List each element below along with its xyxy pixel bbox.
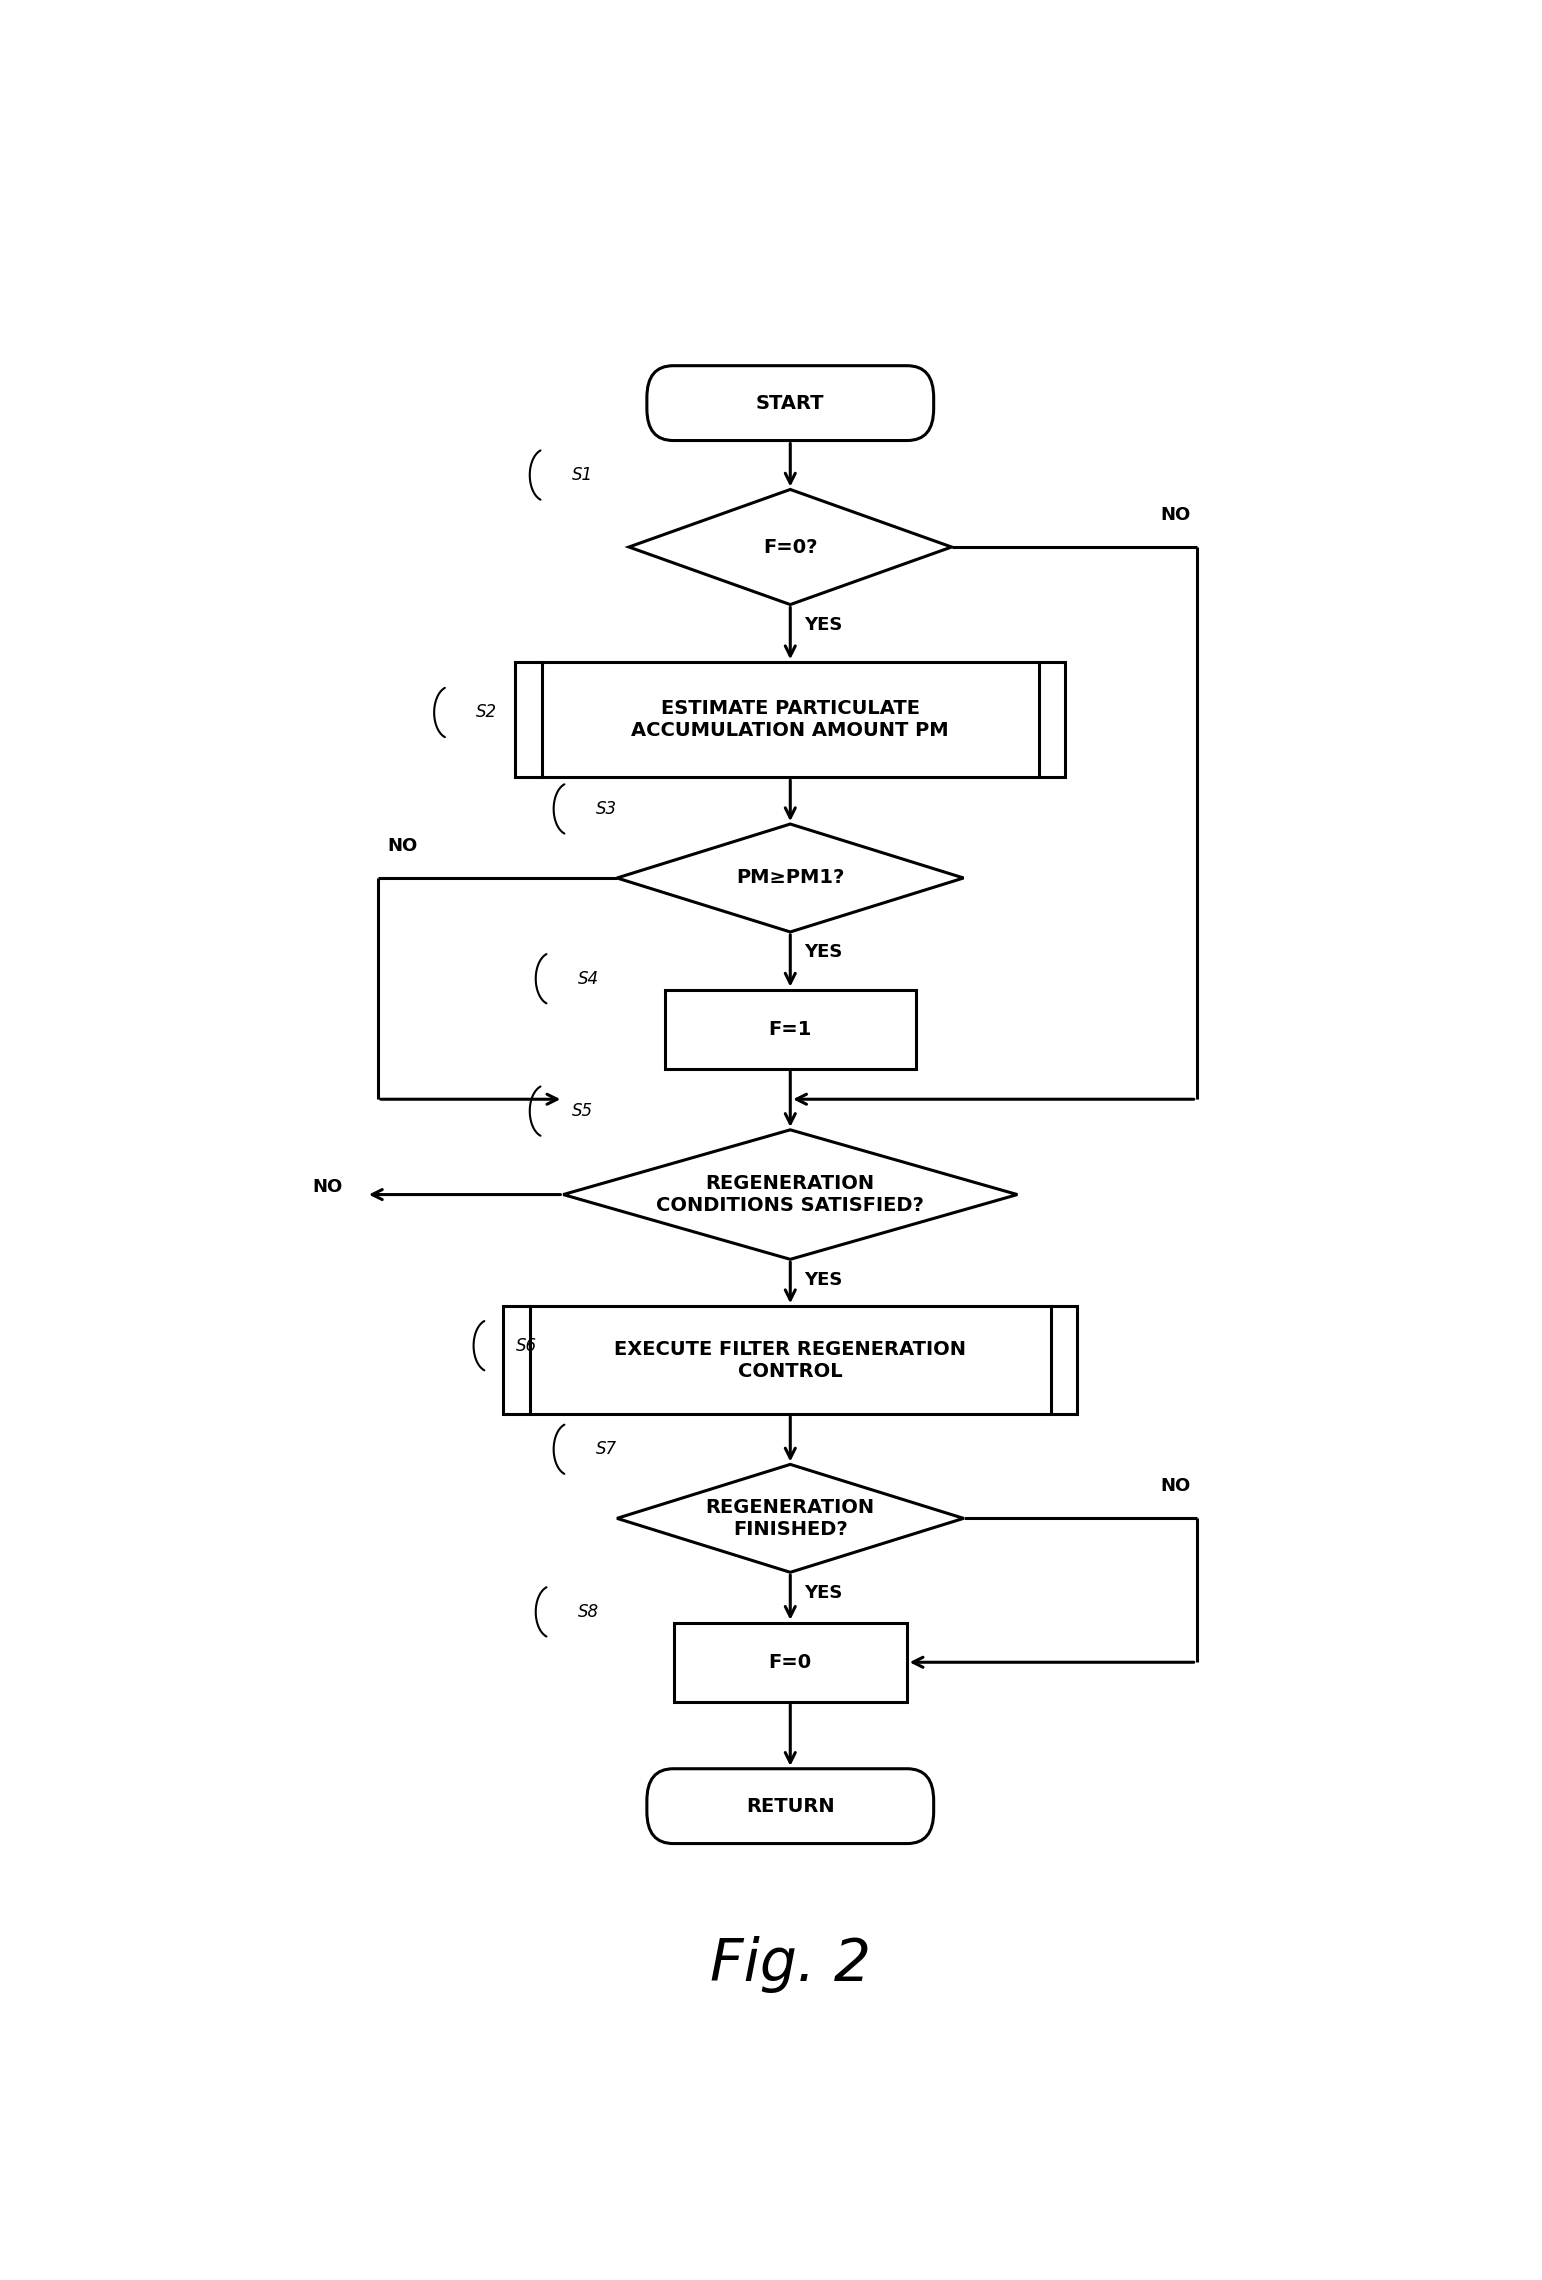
Text: REGENERATION
FINISHED?: REGENERATION FINISHED? [706, 1498, 874, 1539]
Polygon shape [617, 1464, 964, 1573]
FancyBboxPatch shape [646, 1769, 933, 1845]
Bar [515, 661, 1066, 777]
Text: PM≥PM1?: PM≥PM1? [736, 869, 845, 887]
Text: S2: S2 [476, 705, 497, 720]
Text: NO: NO [1161, 506, 1190, 524]
Text: F=1: F=1 [768, 1019, 813, 1040]
Text: EXECUTE FILTER REGENERATION
CONTROL: EXECUTE FILTER REGENERATION CONTROL [614, 1341, 967, 1382]
Text: REGENERATION
CONDITIONS SATISFIED?: REGENERATION CONDITIONS SATISFIED? [657, 1174, 924, 1215]
Text: START: START [756, 394, 825, 413]
Text: NO: NO [387, 837, 418, 855]
Text: S8: S8 [578, 1603, 598, 1621]
Text: S1: S1 [572, 465, 592, 483]
Text: NO: NO [311, 1179, 342, 1197]
Text: F=0?: F=0? [763, 538, 817, 556]
Text: YES: YES [805, 944, 843, 962]
Text: RETURN: RETURN [746, 1797, 834, 1815]
Text: S3: S3 [595, 800, 617, 819]
Text: NO: NO [1161, 1477, 1190, 1496]
Text: YES: YES [805, 1270, 843, 1288]
FancyBboxPatch shape [646, 365, 933, 440]
Bar [503, 1306, 1076, 1414]
Text: YES: YES [805, 616, 843, 634]
Polygon shape [617, 823, 964, 933]
Text: YES: YES [805, 1585, 843, 1603]
Text: ESTIMATE PARTICULATE
ACCUMULATION AMOUNT PM: ESTIMATE PARTICULATE ACCUMULATION AMOUNT… [632, 700, 948, 741]
Text: S5: S5 [572, 1101, 592, 1119]
Text: S7: S7 [595, 1441, 617, 1459]
Polygon shape [563, 1131, 1018, 1259]
Polygon shape [629, 490, 951, 604]
Text: F=0: F=0 [769, 1653, 811, 1671]
Bar [665, 990, 916, 1069]
Bar [674, 1623, 907, 1701]
Text: S6: S6 [515, 1336, 537, 1354]
Text: S4: S4 [578, 969, 598, 987]
Text: Fig. 2: Fig. 2 [709, 1936, 871, 1993]
